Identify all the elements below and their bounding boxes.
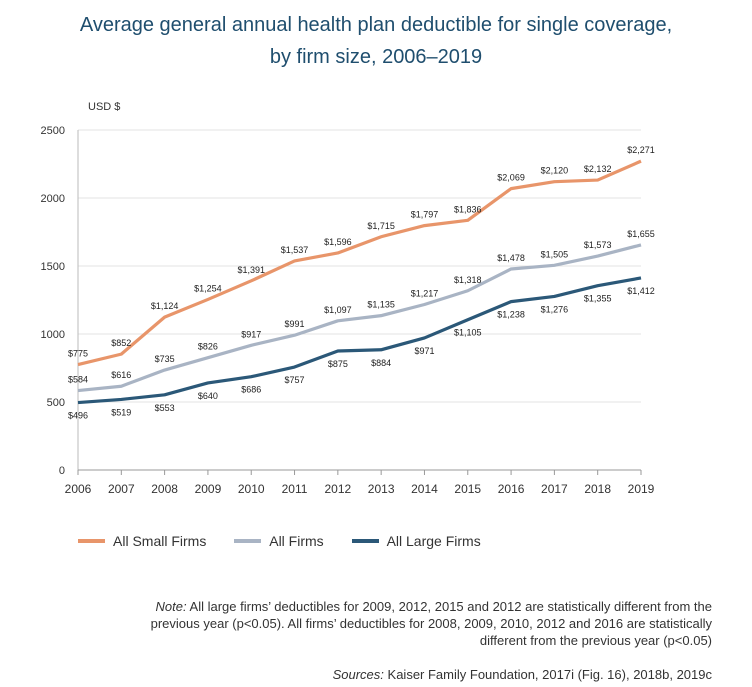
data-label-small-firms: $2,120: [541, 166, 569, 176]
data-label-all-firms: $917: [241, 329, 261, 339]
data-label-small-firms: $1,715: [367, 221, 395, 231]
data-label-small-firms: $1,836: [454, 204, 482, 214]
data-label-all-firms: $826: [198, 342, 218, 352]
x-tick-label: 2010: [238, 482, 265, 496]
data-label-large-firms: $1,238: [497, 310, 525, 320]
y-tick-label: 500: [47, 397, 65, 409]
data-label-large-firms: $1,105: [454, 328, 482, 338]
x-tick-label: 2008: [151, 482, 178, 496]
x-tick-label: 2009: [195, 482, 222, 496]
legend-swatch-all-firms: [234, 539, 262, 543]
y-tick-label: 1500: [41, 261, 65, 273]
data-label-small-firms: $1,391: [237, 265, 265, 275]
data-label-large-firms: $757: [285, 375, 305, 385]
data-label-all-firms: $616: [111, 370, 131, 380]
legend-label-large-firms: All Large Firms: [386, 533, 481, 549]
data-label-all-firms: $1,217: [411, 288, 439, 298]
series-line-all-firms: [77, 243, 642, 393]
data-label-large-firms: $875: [328, 359, 348, 369]
data-label-large-firms: $884: [371, 358, 391, 368]
x-tick-label: 2006: [65, 482, 92, 496]
data-label-small-firms: $1,596: [324, 237, 352, 247]
data-label-small-firms: $775: [68, 349, 88, 359]
data-label-all-firms: $1,318: [454, 275, 482, 285]
x-tick-label: 2017: [541, 482, 568, 496]
data-label-all-firms: $1,573: [584, 240, 612, 250]
legend-item-small-firms: All Small Firms: [78, 533, 206, 549]
x-tick-label: 2015: [454, 482, 481, 496]
y-tick-label: 0: [59, 465, 65, 477]
data-label-large-firms: $496: [68, 411, 88, 421]
legend-item-all-firms: All Firms: [234, 533, 324, 549]
series-line-large-firms: [77, 276, 642, 405]
x-tick-label: 2007: [108, 482, 135, 496]
data-label-all-firms: $1,505: [541, 249, 569, 259]
x-tick-label: 2018: [584, 482, 611, 496]
y-tick-label: 2000: [41, 193, 65, 205]
data-label-small-firms: $852: [111, 338, 131, 348]
data-label-large-firms: $519: [111, 407, 131, 417]
x-tick-label: 2011: [282, 482, 308, 496]
data-label-all-firms: $1,655: [627, 229, 655, 239]
chart-title-line1: Average general annual health plan deduc…: [79, 14, 673, 36]
data-label-small-firms: $1,537: [281, 245, 309, 255]
data-label-large-firms: $1,276: [541, 304, 569, 314]
legend-swatch-small-firms: [78, 539, 105, 543]
chart-note: Note: All large firms’ deductibles for 2…: [112, 598, 712, 649]
legend-swatch-large-firms: [351, 539, 379, 543]
data-label-all-firms: $1,135: [367, 300, 395, 310]
sources-text: Kaiser Family Foundation, 2017i (Fig. 16…: [387, 667, 712, 682]
y-axis-label: USD $: [88, 101, 121, 113]
data-label-all-firms: $991: [285, 319, 305, 329]
data-label-small-firms: $2,132: [584, 164, 612, 174]
data-label-large-firms: $971: [414, 346, 434, 356]
sources-label: Sources:: [332, 667, 384, 682]
series-line-small-firms: [77, 159, 642, 367]
data-label-small-firms: $1,797: [411, 210, 439, 220]
x-tick-label: 2019: [628, 482, 655, 496]
x-tick-label: 2012: [324, 482, 351, 496]
data-label-small-firms: $2,069: [497, 173, 525, 183]
data-label-small-firms: $1,254: [194, 283, 222, 293]
data-label-large-firms: $686: [241, 385, 261, 395]
data-label-all-firms: $584: [68, 375, 88, 385]
note-text: All large firms’ deductibles for 2009, 2…: [150, 599, 712, 648]
data-label-large-firms: $640: [198, 391, 218, 401]
data-label-large-firms: $1,412: [627, 286, 655, 296]
legend: All Small Firms All Firms All Large Firm…: [78, 530, 505, 549]
x-tick-label: 2014: [411, 482, 438, 496]
legend-item-large-firms: All Large Firms: [351, 533, 481, 549]
legend-label-all-firms: All Firms: [269, 533, 324, 549]
chart-title-line2: by firm size, 2006–2019: [269, 46, 483, 68]
data-label-all-firms: $1,097: [324, 305, 352, 315]
legend-label-small-firms: All Small Firms: [113, 533, 207, 549]
x-tick-label: 2016: [498, 482, 525, 496]
data-label-large-firms: $553: [155, 403, 175, 413]
y-tick-label: 2500: [41, 125, 65, 137]
x-tick-label: 2013: [368, 482, 395, 496]
y-tick-label: 1000: [41, 329, 65, 341]
data-label-all-firms: $1,478: [497, 253, 525, 263]
data-label-small-firms: $1,124: [151, 301, 179, 311]
note-label: Note:: [155, 599, 187, 614]
data-label-all-firms: $735: [155, 354, 175, 364]
data-label-large-firms: $1,355: [584, 294, 612, 304]
data-label-small-firms: $2,271: [627, 145, 655, 155]
chart-sources: Sources: Kaiser Family Foundation, 2017i…: [333, 667, 712, 682]
